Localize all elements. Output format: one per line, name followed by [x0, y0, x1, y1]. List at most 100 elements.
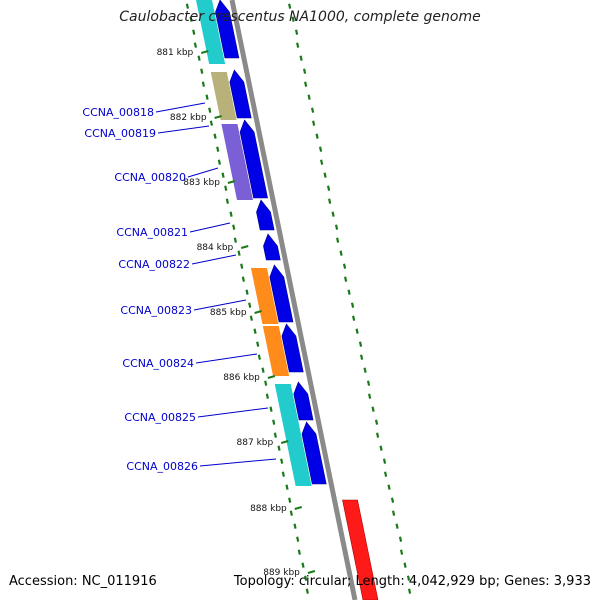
gc-dot	[257, 354, 261, 360]
gc-dot	[240, 263, 244, 269]
gc-dot	[352, 315, 356, 321]
gc-dot	[392, 510, 396, 516]
gc-dot	[285, 484, 289, 490]
gc-dot	[323, 172, 327, 178]
gene-leader-line	[193, 299, 247, 311]
gc-dot	[281, 471, 285, 477]
gc-dot	[265, 393, 269, 399]
tick-mark	[280, 440, 289, 444]
gc-dot	[334, 224, 339, 230]
gc-dot	[407, 588, 412, 594]
tick-label: 884 kbp	[197, 243, 234, 253]
gc-dot	[336, 237, 340, 243]
gc-dot	[331, 211, 335, 217]
gc-dot	[347, 289, 351, 295]
gc-dot	[248, 302, 252, 308]
gc-dot	[185, 3, 190, 9]
gc-dot	[269, 406, 273, 412]
gene-category-bar	[221, 124, 253, 200]
genome-summary: Topology: circular; Length: 4,042,929 bp…	[233, 574, 591, 589]
gene-labels: CCNA_00818 CCNA_00819 CCNA_00820 CCNA_00821…	[82, 102, 277, 473]
gene-label: CCNA_00820	[114, 171, 186, 184]
gc-dot	[225, 198, 229, 204]
gc-dot	[197, 55, 201, 61]
gc-dot	[294, 29, 299, 35]
gc-dot	[406, 575, 411, 581]
highlight-feature	[342, 499, 379, 600]
gc-dot	[363, 367, 367, 373]
gene-label: CCNA_00822	[118, 258, 190, 271]
gene-category-bar	[250, 268, 279, 324]
gc-dot	[293, 523, 297, 529]
gc-dot	[277, 445, 281, 451]
gc-dot	[315, 133, 319, 139]
gc-dot	[237, 250, 241, 256]
gc-dot	[200, 68, 204, 74]
gc-dot	[360, 354, 364, 360]
gc-dot	[390, 497, 395, 503]
gc-dot	[209, 120, 213, 126]
gene-label: CCNA_00819	[84, 127, 156, 140]
tick-mark	[267, 375, 276, 379]
gc-dot	[245, 289, 249, 295]
tick-label: 888 kbp	[250, 504, 287, 514]
tick-mark	[294, 506, 303, 510]
gc-dot	[304, 575, 308, 581]
gc-dot	[208, 107, 212, 113]
gc-dot	[193, 42, 198, 48]
gc-dot	[261, 367, 265, 373]
gc-dot	[350, 302, 355, 308]
gene-label: CCNA_00825	[124, 411, 196, 424]
gc-dot	[339, 250, 343, 256]
gc-dot	[368, 393, 372, 399]
gc-dot	[399, 549, 404, 555]
gc-dot	[232, 224, 236, 230]
gene-label: CCNA_00821	[116, 226, 188, 239]
tick-mark	[201, 50, 209, 54]
gc-dot	[304, 81, 308, 87]
gc-dot	[224, 185, 228, 191]
gc-dot	[256, 341, 260, 347]
cds-arrow	[263, 233, 281, 261]
gc-dot	[358, 341, 363, 347]
gene-leader-line	[191, 254, 237, 265]
gc-dot	[366, 380, 371, 386]
gc-dot	[328, 198, 332, 204]
gc-dot	[320, 159, 324, 165]
gene-category-bar	[196, 0, 226, 64]
kbp-ticks: 881 kbp 882 kbp 883 kbp 884 kbp 885 kbp 886 k…	[157, 48, 316, 578]
gene-leader-line	[189, 222, 231, 233]
tick-mark	[307, 570, 316, 574]
tick-label: 889 kbp	[263, 568, 300, 578]
gc-dot	[272, 419, 276, 425]
gc-dot	[205, 94, 209, 100]
tick-label: 885 kbp	[210, 308, 247, 318]
gc-dot	[296, 42, 300, 48]
gc-dot	[296, 536, 300, 542]
gc-dot	[201, 81, 206, 87]
tick-mark	[240, 245, 249, 249]
gene-category-bar	[210, 72, 237, 120]
gc-dot	[213, 133, 217, 139]
map-title: Caulobacter crescentus NA1000, complete …	[119, 9, 481, 25]
gc-dot	[307, 94, 311, 100]
gc-dot	[387, 484, 391, 490]
gc-dot	[253, 328, 257, 334]
gene-leader-line	[157, 125, 210, 134]
gc-dot	[217, 159, 221, 165]
gc-dot	[273, 432, 277, 438]
cds-arrow	[293, 381, 314, 421]
gc-dot	[398, 536, 403, 542]
gc-dot	[371, 406, 375, 412]
gc-dot	[291, 16, 295, 22]
gc-dot	[302, 68, 307, 74]
gc-dot	[355, 328, 359, 334]
gc-dot	[288, 3, 292, 9]
gc-dot	[376, 432, 380, 438]
gene-leader-line	[197, 407, 269, 418]
gc-dot	[221, 172, 225, 178]
cds-track	[215, 0, 327, 485]
gc-dot	[288, 497, 292, 503]
cds-arrow	[256, 199, 275, 231]
